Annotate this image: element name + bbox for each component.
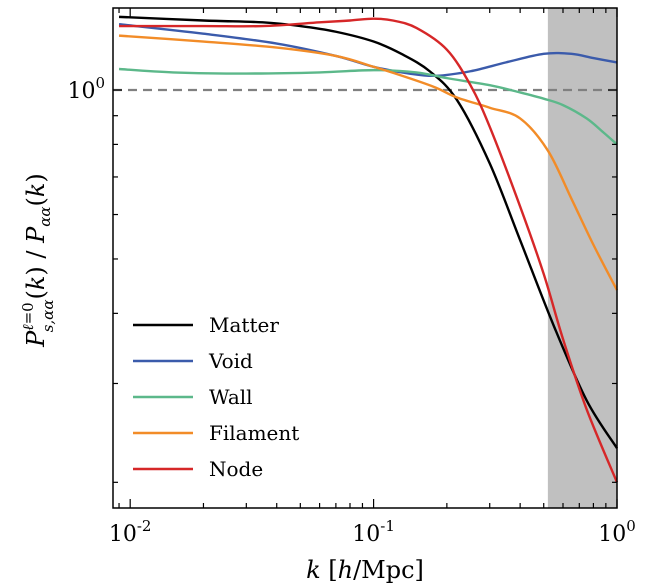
- legend-label: Wall: [209, 385, 253, 409]
- series-line-node: [119, 17, 619, 483]
- legend-item-node: Node: [133, 457, 263, 481]
- x-tick-label: 100: [598, 517, 636, 547]
- axis-ticks: [113, 8, 618, 508]
- y-tick-labels: 100: [67, 74, 105, 104]
- legend-item-void: Void: [133, 349, 253, 373]
- y-axis-label: Pℓ=0 s,αα(k) / Pαα(k): [19, 173, 57, 348]
- legend-item-filament: Filament: [133, 421, 299, 445]
- series-line-filament: [118, 34, 619, 291]
- legend-label: Void: [208, 349, 253, 373]
- legend-item-matter: Matter: [133, 313, 279, 337]
- series-line-matter: [118, 15, 619, 449]
- series-line-wall: [118, 67, 618, 146]
- plot-frame: [112, 7, 618, 509]
- shaded-band: [547, 8, 617, 508]
- svg-text:Pℓ=0s,αα(k) / Pαα(k): Pℓ=0 s,αα(k) / Pαα(k): [19, 173, 57, 348]
- legend-label: Node: [209, 457, 263, 481]
- legend-item-wall: Wall: [133, 385, 253, 409]
- x-tick-labels: 10-2 10-1 100: [109, 517, 636, 547]
- x-axis-label: k [h/Mpc]: [306, 556, 424, 584]
- legend-label: Matter: [209, 313, 279, 337]
- x-tick-label: 10-1: [352, 517, 395, 547]
- series-lines: [118, 15, 619, 483]
- x-tick-label: 10-2: [109, 517, 152, 547]
- series-line-void: [118, 23, 618, 78]
- y-tick-label: 100: [67, 74, 105, 104]
- legend-label: Filament: [209, 421, 299, 445]
- legend: Matter Void Wall Filament Node: [133, 313, 299, 481]
- shaded-region: [547, 8, 617, 508]
